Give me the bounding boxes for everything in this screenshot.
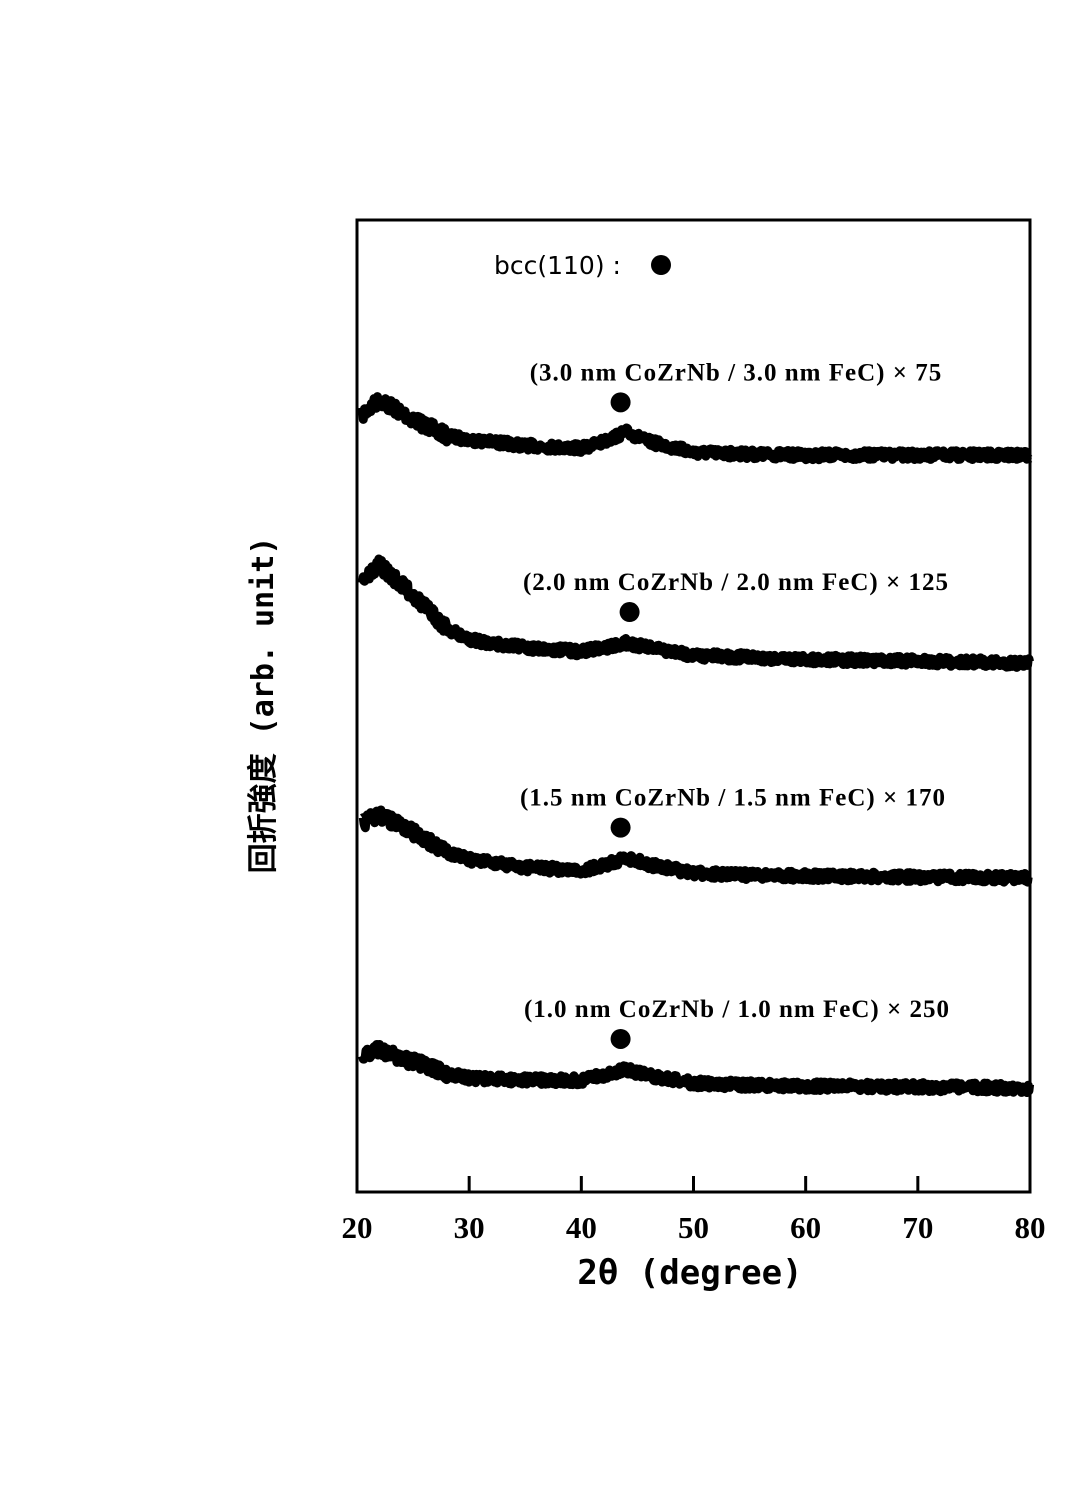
series-label: (2.0 nm CoZrNb / 2.0 nm FeC) × 125: [523, 569, 949, 596]
x-tick-label: 60: [790, 1210, 821, 1245]
x-tick-label: 20: [342, 1210, 373, 1245]
bcc-110-marker: [611, 1029, 631, 1049]
marker-group: [611, 392, 640, 1049]
x-tick-label: 30: [454, 1210, 485, 1245]
series-label: (3.0 nm CoZrNb / 3.0 nm FeC) × 75: [530, 359, 943, 386]
series-group: [363, 397, 1030, 1093]
legend-marker: [651, 255, 671, 275]
series-label: (1.5 nm CoZrNb / 1.5 nm FeC) × 170: [520, 785, 946, 812]
y-axis-label: 回折強度 (arb. unit): [246, 537, 281, 874]
x-tick-label: 80: [1015, 1210, 1046, 1245]
series-label: (1.0 nm CoZrNb / 1.0 nm FeC) × 250: [524, 996, 950, 1023]
bcc-110-marker: [611, 818, 631, 838]
series-line-3: [363, 810, 1030, 882]
x-tick-label: 50: [678, 1210, 709, 1245]
bcc-110-marker: [611, 392, 631, 412]
x-tick-label: 70: [902, 1210, 933, 1245]
series-line-4: [363, 1045, 1030, 1093]
x-axis-label: 2θ (degree): [577, 1253, 802, 1293]
series-line-1: [363, 397, 1030, 460]
legend-label: bcc(110) :: [494, 251, 621, 280]
bcc-110-marker: [620, 602, 640, 622]
x-tick-label: 40: [566, 1210, 597, 1245]
x-ticks: 20 30 40 50 60 70 80: [342, 1176, 1046, 1245]
xrd-chart: 20 30 40 50 60 70 80 (3.0 nm CoZrNb / 3.0 nm F…: [0, 0, 1071, 1512]
